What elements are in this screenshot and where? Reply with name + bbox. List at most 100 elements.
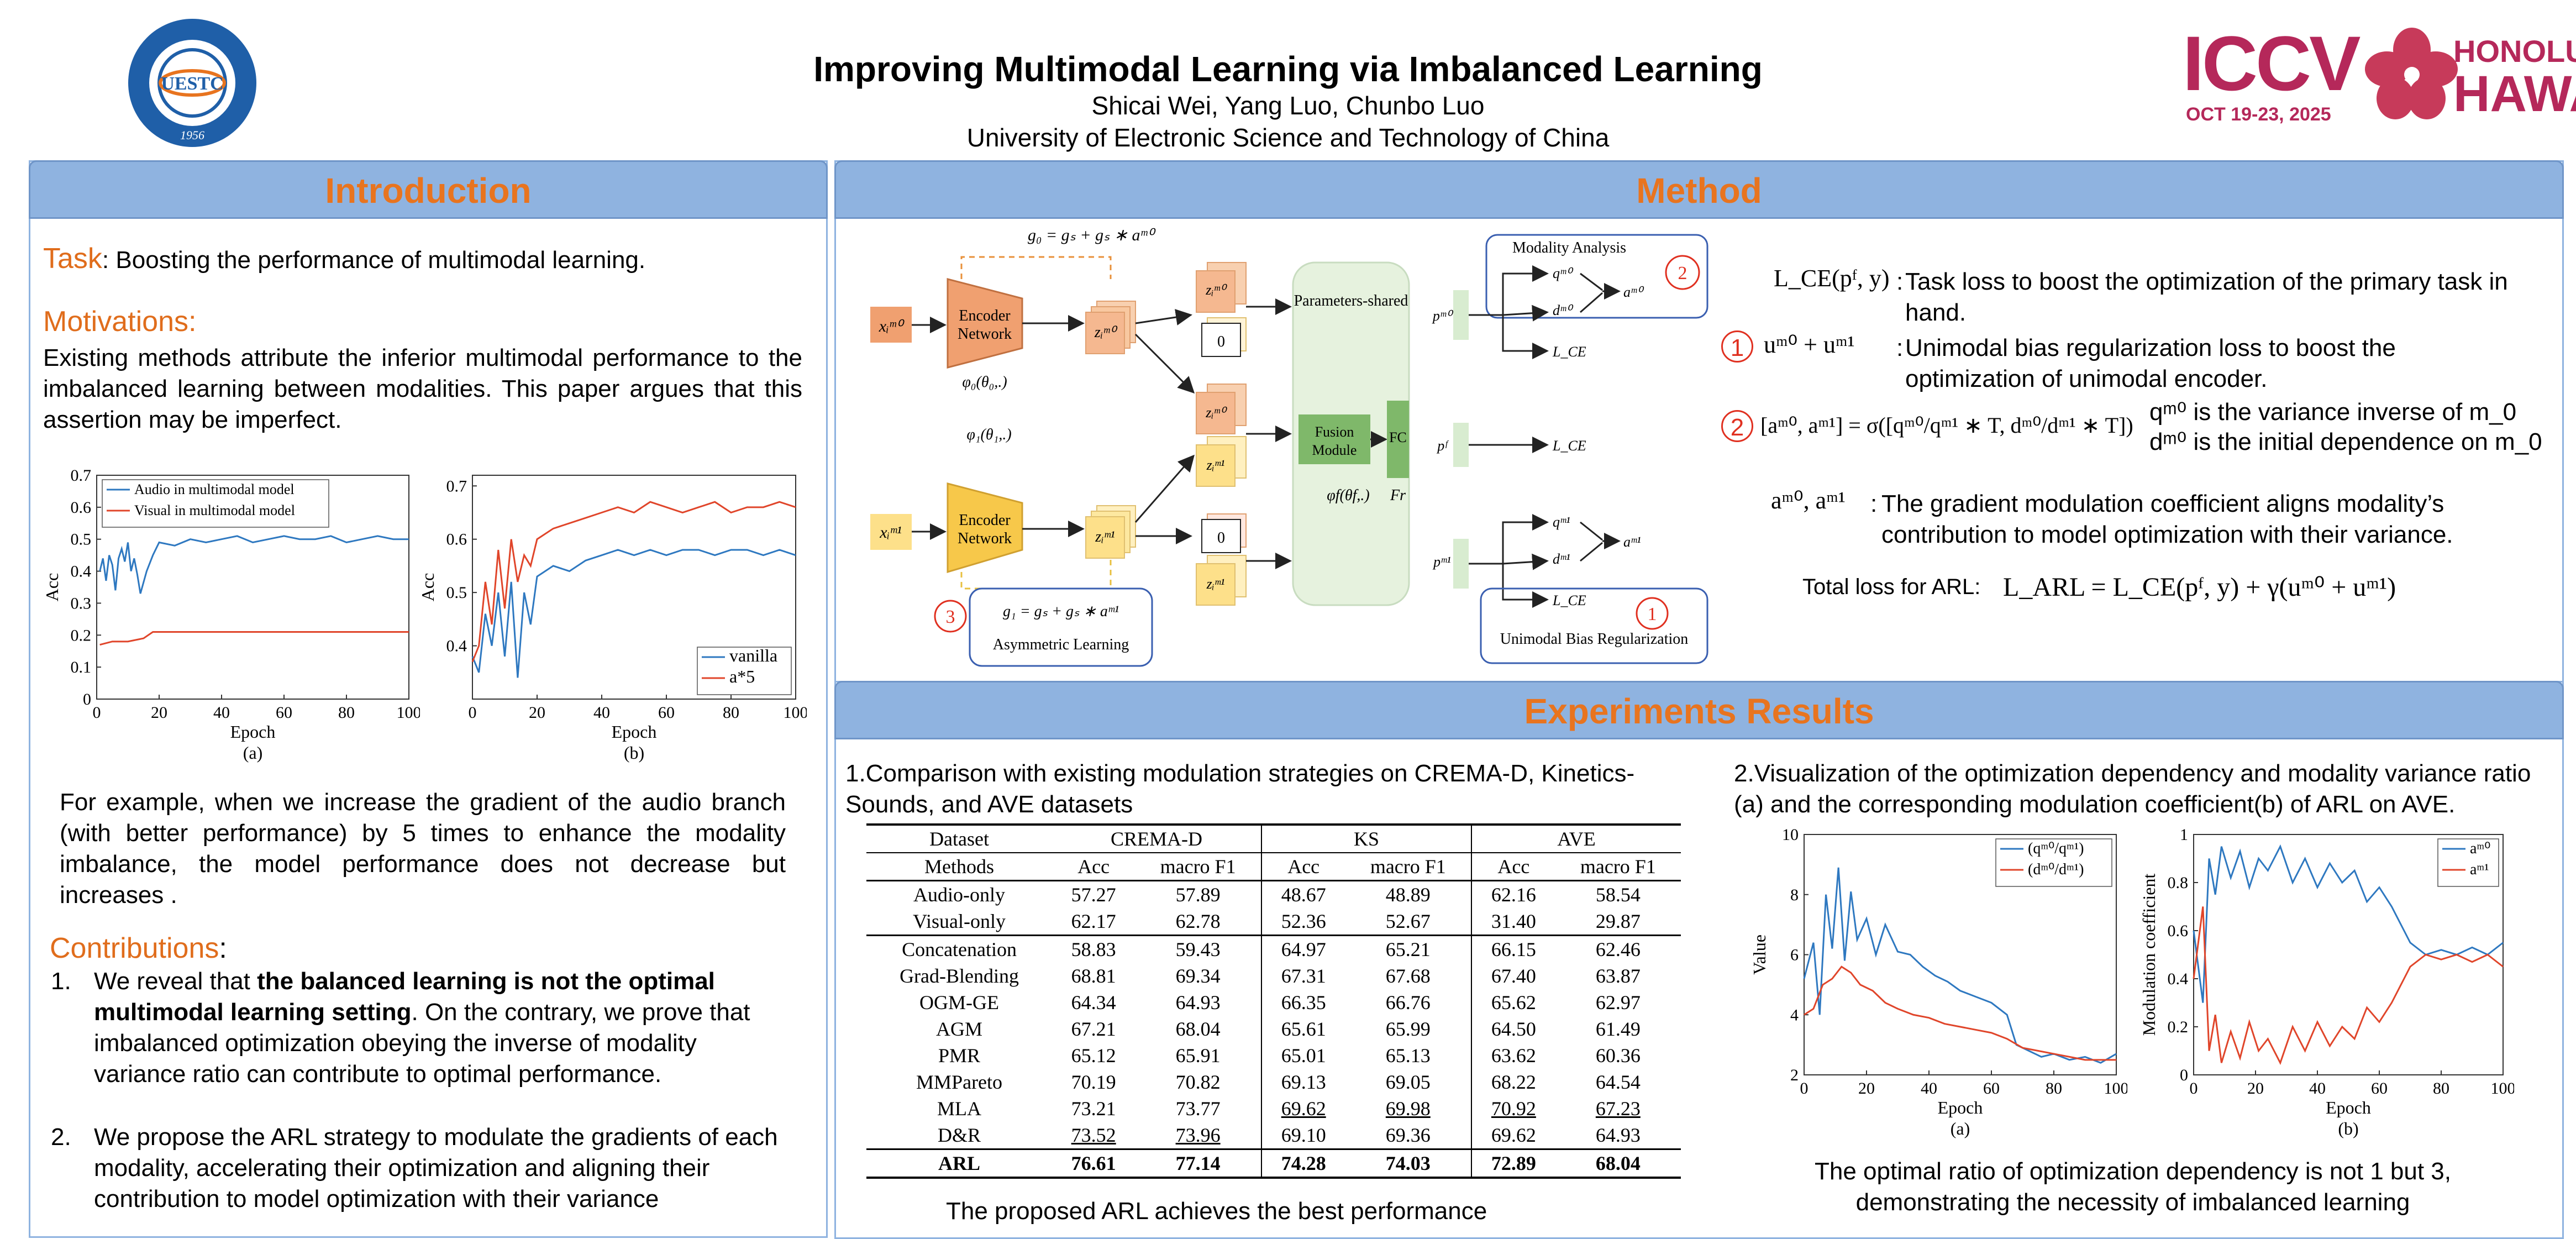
y-tick-label: 0.7 — [71, 466, 92, 485]
table-cell: macro F1 — [1345, 853, 1473, 881]
g1-label: g₁ = gₛ + gₛ ∗ aᵐ¹ — [1003, 603, 1119, 620]
x-tick-label: 20 — [529, 704, 545, 722]
y-tick-label: 0.4 — [71, 563, 92, 581]
results-table: Dataset CREMA-D KS AVE Methods Acc macro F1 Acc… — [866, 823, 1681, 1179]
table-cell: 67.31 — [1281, 965, 1326, 987]
x1-label: xᵢᵐ¹ — [879, 523, 902, 542]
table-cell: 57.89 — [1135, 880, 1262, 908]
series-line — [471, 501, 796, 663]
dm1-label: dᵐ¹ — [1553, 551, 1570, 567]
table-cell: Grad-Blending — [900, 965, 1019, 987]
pf-box — [1453, 423, 1469, 467]
table-cell: 70.82 — [1135, 1069, 1262, 1095]
table-cell: MLA — [937, 1098, 982, 1120]
table-cell: 65.62 — [1491, 991, 1536, 1014]
y-tick-label: 8 — [1790, 886, 1799, 904]
dm0-label: dᵐ⁰ — [1553, 302, 1574, 318]
x-tick-label: 60 — [2371, 1079, 2388, 1098]
table-row: Audio-only 57.27 57.89 48.67 48.89 62.16 58.54 — [866, 880, 1681, 908]
y-tick-label: 0.1 — [71, 658, 92, 676]
encoder1-trapezoid — [947, 482, 1023, 574]
eq4-text: The gradient modulation coefficient alig… — [1881, 490, 2453, 548]
qm0-label: qᵐ⁰ — [1553, 265, 1574, 281]
legend-label: (dᵐ⁰/dᵐ¹) — [2028, 861, 2084, 878]
y-tick-label: 0.6 — [446, 531, 467, 549]
table-subheader-row: Methods Acc macro F1 Acc macro F1 Acc macro F1 — [866, 853, 1681, 881]
lce-bottom-label: L_CE — [1552, 592, 1586, 608]
eq3-note1: qᵐ⁰ is the variance inverse of m_0 — [2149, 398, 2517, 426]
intro-chart-b: 0 20 40 60 80 100 0.4 0.5 0.6 0.7 Epoch Acc (b) vanil… — [420, 475, 807, 763]
table-cell: 70.19 — [1071, 1071, 1116, 1093]
eq3-row: 2 — [1721, 410, 1753, 442]
z0-label-enc: zᵢᵐ⁰ — [1094, 324, 1118, 341]
table-header-cell: AVE — [1471, 823, 1681, 853]
total-loss-eq: L_ARL = L_CE(pᶠ, y) + γ(uᵐ⁰ + uᵐ¹) — [2003, 573, 2396, 602]
z1-mid-stack — [1196, 444, 1236, 487]
x-tick-label: 60 — [276, 704, 292, 722]
table-row: Visual-only 62.17 62.78 52.36 52.67 31.40 29.8… — [866, 908, 1681, 936]
table-cell: Acc — [1077, 855, 1110, 878]
table-cell: 59.43 — [1135, 935, 1262, 963]
pf-label: pᶠ — [1436, 438, 1449, 454]
contrib1-text: We reveal that the balanced learning is … — [94, 966, 790, 1090]
series-line — [99, 631, 409, 646]
table-header-cell: Dataset — [866, 823, 1053, 853]
table-row: OGM-GE 64.34 64.93 66.35 66.76 65.62 62.97 — [866, 989, 1681, 1016]
x-axis-label: Epoch — [612, 722, 657, 742]
x-axis-label: Epoch — [2326, 1098, 2371, 1117]
x-tick-label: 60 — [658, 704, 675, 722]
legend-box — [102, 479, 329, 528]
z1-bottom-stack — [1196, 563, 1236, 606]
y-tick-label: 2 — [1790, 1066, 1799, 1084]
legend-label: Visual in multimodal model — [134, 502, 295, 518]
plot-frame — [96, 475, 409, 700]
table-cell: Acc — [1287, 855, 1320, 878]
y-tick-label: 0.8 — [2168, 874, 2189, 892]
zero-top-label: 0 — [1217, 333, 1225, 350]
table-cell: 29.87 — [1595, 910, 1641, 932]
x0-box — [870, 307, 912, 343]
x1-box — [870, 514, 912, 550]
table-cell: AGM — [936, 1018, 983, 1040]
y-tick-label: 0.4 — [446, 637, 467, 655]
eq4-lhs: aᵐ⁰, aᵐ¹ — [1771, 487, 1846, 514]
table-cell: 69.34 — [1135, 963, 1262, 989]
legend-box — [1995, 838, 2112, 887]
eq2-num-circle: 1 — [1721, 330, 1753, 363]
table-row: PMR 65.12 65.91 65.01 65.13 63.62 60.36 — [866, 1042, 1681, 1069]
table-cell: 62.97 — [1595, 991, 1641, 1014]
table-cell: 73.52 — [1071, 1124, 1116, 1146]
table-cell: 65.21 — [1345, 935, 1473, 963]
table-cell: Acc — [1497, 855, 1530, 878]
table-row: AGM 67.21 68.04 65.61 65.99 64.50 61.49 — [866, 1016, 1681, 1042]
motivation-label: Motivations: — [43, 306, 197, 338]
modality-analysis-label: Modality Analysis — [1512, 239, 1626, 256]
table-row: Grad-Blending 68.81 69.34 67.31 67.68 67.40 63… — [866, 963, 1681, 989]
table-cell: 73.77 — [1135, 1095, 1262, 1122]
table-cell: 68.22 — [1491, 1071, 1536, 1093]
y-axis-label: Value — [1749, 935, 1769, 975]
legend-box — [697, 647, 792, 695]
eq2-row: 1 — [1721, 330, 1753, 363]
x-tick-label: 0 — [469, 704, 477, 722]
table-cell: 77.14 — [1135, 1148, 1262, 1179]
contrib1-bold: the balanced learning is not the optimal… — [94, 968, 715, 1026]
asymmetric-label: Asymmetric Learning — [993, 636, 1129, 653]
table-cell: 62.46 — [1555, 935, 1681, 963]
table-cell: 64.93 — [1595, 1124, 1641, 1146]
eq3-num-circle: 2 — [1721, 410, 1753, 442]
legend-label: aᵐ¹ — [2470, 861, 2489, 878]
vis-note: The optimal ratio of optimization depend… — [1814, 1158, 2451, 1216]
table-row-arl: ARL 76.61 77.14 74.28 74.03 72.89 68.04 — [866, 1148, 1681, 1179]
g1-dashed-line — [960, 558, 1112, 590]
table-cell: 57.27 — [1052, 880, 1135, 908]
exp-chart-b: 0 20 40 60 80 100 0 0.2 0.4 0.6 0.8 1 Epoch Modulatio… — [2139, 826, 2514, 1138]
table-cell: 65.12 — [1071, 1044, 1116, 1067]
table-cell: 67.23 — [1595, 1098, 1641, 1120]
g0-dashed-line — [960, 256, 1112, 279]
table-cell: 68.04 — [1555, 1148, 1681, 1179]
x-tick-label: 20 — [151, 704, 167, 722]
eq2-lhs: uᵐ⁰ + uᵐ¹ — [1764, 331, 1855, 358]
y-tick-label: 0 — [83, 690, 91, 708]
z1-mid-label: zᵢᵐ¹ — [1206, 457, 1225, 473]
